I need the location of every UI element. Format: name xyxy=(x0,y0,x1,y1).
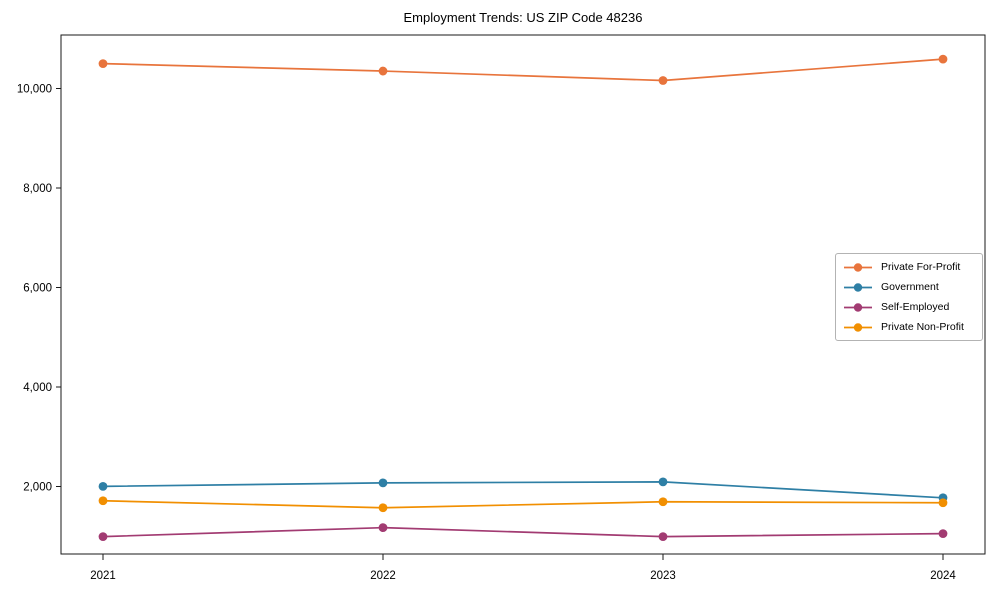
legend-item: Government xyxy=(843,278,982,296)
data-point-marker xyxy=(658,477,668,487)
data-point-marker xyxy=(378,523,388,533)
legend-item: Self-Employed xyxy=(843,298,982,316)
series-line-private-for-profit xyxy=(102,58,944,82)
legend-label: Private Non-Profit xyxy=(881,321,964,333)
legend-line-marker-icon xyxy=(844,282,872,292)
data-point-marker xyxy=(98,481,108,491)
legend-item: Private Non-Profit xyxy=(843,318,982,336)
plot-frame xyxy=(60,34,986,555)
legend-label: Government xyxy=(881,281,939,293)
data-point-marker xyxy=(98,59,108,68)
legend: Private For-Profit Government Self-Emplo… xyxy=(835,253,983,341)
y-tick-label: 4,000 xyxy=(23,382,52,394)
chart-title: Employment Trends: US ZIP Code 48236 xyxy=(403,10,643,25)
data-point-marker xyxy=(658,532,668,541)
y-tick-label: 2,000 xyxy=(23,481,52,493)
series-line-private-non-profit xyxy=(102,499,944,509)
data-point-marker xyxy=(378,478,388,488)
series-line-government xyxy=(102,481,944,499)
data-point-marker xyxy=(938,54,948,64)
legend-line-marker-icon xyxy=(844,302,872,312)
data-point-marker xyxy=(938,498,948,508)
y-tick-label: 10,000 xyxy=(17,83,52,95)
data-point-marker xyxy=(378,503,388,513)
legend-item: Private For-Profit xyxy=(843,258,982,276)
data-point-marker xyxy=(98,532,108,541)
legend-label: Self-Employed xyxy=(881,301,950,313)
data-point-marker xyxy=(98,496,108,506)
legend-line-marker-icon xyxy=(844,322,872,332)
series-line-self-employed xyxy=(102,526,944,538)
data-point-marker xyxy=(658,76,668,85)
y-tick-label: 6,000 xyxy=(23,282,52,294)
data-point-marker xyxy=(658,497,668,507)
x-tick-label: 2022 xyxy=(370,570,396,582)
legend-label: Private For-Profit xyxy=(881,261,961,273)
data-point-marker xyxy=(378,66,388,76)
x-tick-label: 2024 xyxy=(930,570,956,582)
legend-line-marker-icon xyxy=(844,262,872,272)
x-tick-label: 2021 xyxy=(90,570,116,582)
data-point-marker xyxy=(938,529,948,539)
y-tick-label: 8,000 xyxy=(23,183,52,195)
x-tick-label: 2023 xyxy=(650,570,676,582)
